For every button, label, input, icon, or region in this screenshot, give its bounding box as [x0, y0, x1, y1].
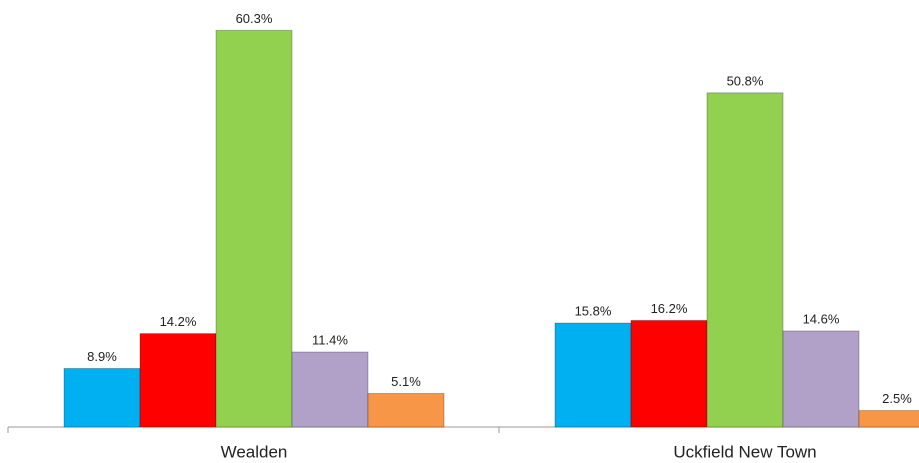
x-tick-label: Uckfield New Town: [673, 442, 816, 461]
bar: [554, 322, 632, 428]
bar: [706, 92, 784, 428]
data-label: 11.4%: [312, 332, 348, 347]
data-label: 15.8%: [575, 304, 612, 319]
bar: [291, 351, 369, 428]
x-tick-label: Wealden: [221, 442, 288, 461]
data-label: 5.1%: [391, 374, 421, 389]
data-label: 60.3%: [236, 11, 273, 26]
bar: [139, 333, 217, 428]
data-label: 14.6%: [803, 311, 840, 326]
data-label: 16.2%: [651, 301, 688, 316]
data-label: 14.2%: [160, 314, 197, 329]
bar: [63, 367, 141, 428]
data-label: 8.9%: [87, 349, 117, 364]
bar: [782, 330, 860, 428]
bar: [367, 392, 445, 428]
bar: [630, 319, 708, 428]
bar: [215, 29, 293, 428]
bar: [858, 410, 919, 428]
data-label: 2.5%: [882, 391, 912, 406]
data-label: 50.8%: [727, 73, 764, 88]
